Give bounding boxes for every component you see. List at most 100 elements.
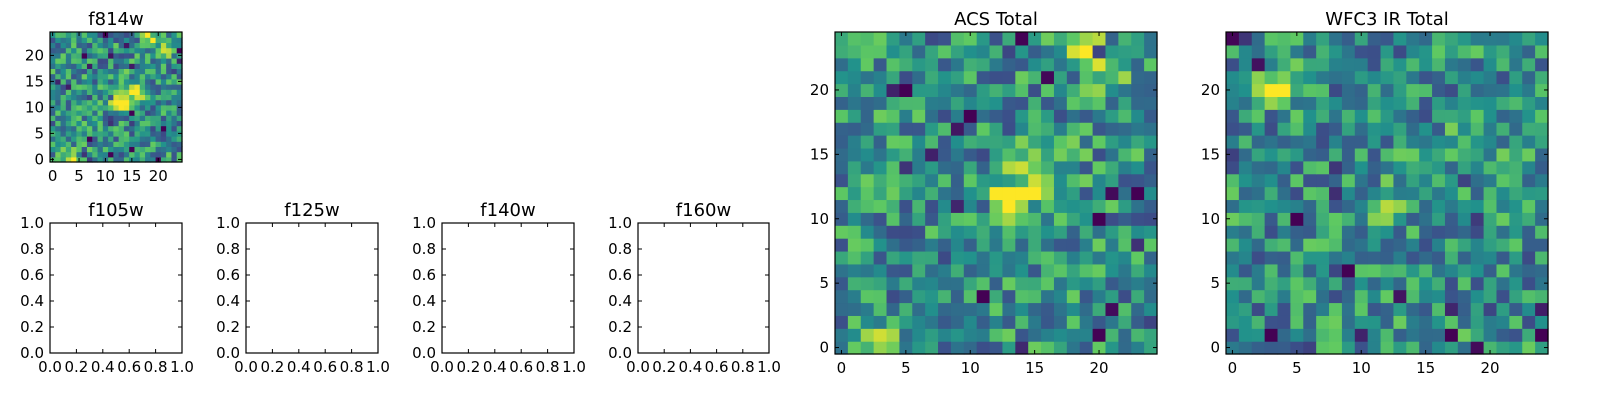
heatmap-cell <box>60 58 67 64</box>
heatmap-cell <box>835 238 849 252</box>
heatmap-cell <box>1457 160 1472 175</box>
heatmap-cell <box>60 104 67 111</box>
heatmap-cell <box>1290 289 1304 304</box>
heatmap-cell <box>1457 315 1472 329</box>
heatmap-cell <box>835 225 849 239</box>
heatmap-cell <box>1329 160 1343 175</box>
heatmap-cell <box>1277 83 1291 97</box>
heatmap-cell <box>1105 135 1119 149</box>
heatmap-cell <box>1535 160 1549 175</box>
heatmap-cell <box>925 263 939 278</box>
heatmap-cell <box>1131 289 1145 304</box>
heatmap-cell <box>1509 32 1523 46</box>
heatmap-cell <box>1522 289 1536 304</box>
heatmap-cell <box>1264 96 1279 110</box>
heatmap-cell <box>81 52 88 59</box>
heatmap-cell <box>1028 83 1042 97</box>
heatmap-cell <box>938 173 952 188</box>
heatmap-cell <box>123 125 130 132</box>
heatmap-cell <box>134 73 141 80</box>
heatmap-cell <box>899 135 913 149</box>
heatmap-cell <box>899 212 913 226</box>
heatmap-cell <box>938 57 952 72</box>
heatmap-cell <box>950 328 965 342</box>
heatmap-cell <box>171 32 178 38</box>
heatmap-cell <box>873 57 888 72</box>
heatmap-cell <box>1290 70 1304 85</box>
heatmap-cell <box>1041 173 1055 188</box>
heatmap-cell <box>176 94 183 101</box>
heatmap-cell <box>1457 57 1472 72</box>
heatmap-cell <box>1522 70 1536 85</box>
heatmap-cell <box>1316 212 1330 226</box>
heatmap-cell <box>1483 341 1498 355</box>
heatmap-cell <box>118 125 125 132</box>
heatmap-cell <box>1522 212 1536 226</box>
heatmap-cell <box>1002 212 1016 226</box>
heatmap-cell <box>1144 109 1158 123</box>
heatmap-cell <box>873 160 888 175</box>
heatmap-cell <box>118 78 125 85</box>
heatmap-cell <box>860 250 875 265</box>
heatmap-cell <box>1470 212 1485 226</box>
heatmap-cell <box>150 120 157 127</box>
heatmap-cell <box>1329 122 1343 136</box>
heatmap-cell <box>71 146 77 153</box>
y-tick-label: 0.0 <box>20 344 44 362</box>
heatmap-cell <box>1457 109 1472 123</box>
heatmap-cell <box>1092 315 1107 329</box>
x-tick-label: 1.0 <box>562 358 586 376</box>
heatmap-cell <box>1393 32 1407 46</box>
heatmap-cell <box>1277 70 1291 85</box>
heatmap-cell <box>86 146 93 153</box>
heatmap-cell <box>1277 315 1291 329</box>
axes-frame <box>834 31 1158 355</box>
heatmap-cell <box>145 130 151 137</box>
heatmap-cell <box>912 109 926 123</box>
heatmap-cell <box>71 110 77 116</box>
heatmap-cell <box>97 130 104 137</box>
heatmap-cell <box>1238 70 1253 85</box>
heatmap-cell <box>129 68 136 75</box>
heatmap-cell <box>1002 109 1016 123</box>
heatmap-cell <box>1303 186 1317 201</box>
heatmap-cell <box>912 328 926 342</box>
heatmap-cell <box>55 146 62 153</box>
heatmap-cell <box>1457 289 1472 304</box>
heatmap-cell <box>160 156 167 163</box>
heatmap-cell <box>176 120 183 127</box>
heatmap-cell <box>1483 32 1498 46</box>
heatmap-cell <box>1264 186 1279 201</box>
heatmap-cell <box>1144 83 1158 97</box>
heatmap-cell <box>97 156 104 163</box>
heatmap-cell <box>1028 135 1042 149</box>
heatmap-cell <box>1367 32 1382 46</box>
heatmap-cell <box>155 89 162 95</box>
heatmap-cell <box>150 99 157 106</box>
heatmap-cell <box>1432 238 1446 252</box>
heatmap-cell <box>1535 147 1549 162</box>
heatmap-cell <box>938 289 952 304</box>
heatmap-cell <box>1290 44 1304 59</box>
heatmap-cell <box>1496 341 1510 355</box>
heatmap-cell <box>1329 32 1343 46</box>
heatmap-cell <box>1079 70 1094 85</box>
heatmap-cell <box>873 135 888 149</box>
heatmap-cell <box>1470 173 1485 188</box>
heatmap-cell <box>81 37 88 43</box>
heatmap-cell <box>71 42 77 49</box>
y-tick-label: 0.0 <box>216 344 240 362</box>
heatmap-cell <box>102 115 109 121</box>
heatmap-cell <box>86 89 93 95</box>
heatmap-cell <box>835 212 849 226</box>
heatmap-cell <box>118 84 125 90</box>
heatmap-cell <box>1367 212 1382 226</box>
heatmap-cell <box>1509 70 1523 85</box>
heatmap-cell <box>1522 32 1536 46</box>
heatmap-cell <box>176 110 183 116</box>
heatmap-cell <box>1264 109 1279 123</box>
heatmap-cell <box>145 99 151 106</box>
heatmap-cell <box>835 135 849 149</box>
heatmap-cell <box>155 110 162 116</box>
heatmap-cell <box>1316 289 1330 304</box>
